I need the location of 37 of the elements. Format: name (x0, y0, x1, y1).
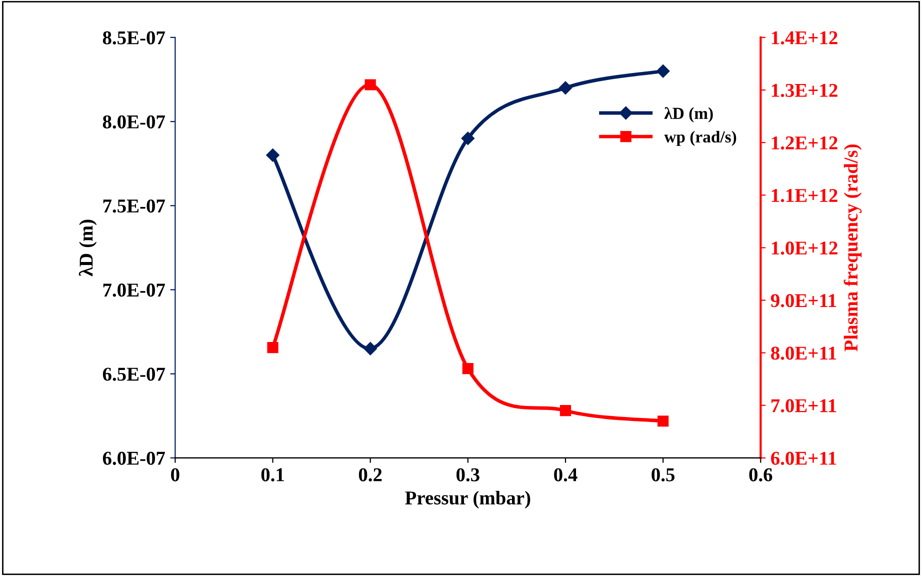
y2-axis-title: Plasma frequency (rad/s) (844, 144, 862, 352)
y-tick-label: 6.0E-07 (102, 452, 165, 465)
x-tick-label: 0.1 (261, 468, 284, 482)
point (558, 81, 572, 94)
x-tick-label: 0.3 (456, 468, 480, 482)
y-tick-label: 7.0E-07 (103, 284, 165, 297)
x-tick-label: 0 (171, 468, 180, 482)
y2-tick-label: 7.0E+11 (771, 399, 836, 412)
point (462, 363, 474, 374)
point (656, 64, 670, 78)
x-tick-label: 0.5 (652, 468, 675, 482)
point (658, 416, 669, 427)
x-tick-label: 0.6 (749, 468, 772, 482)
x-tick-label: 0.2 (358, 468, 382, 482)
point (267, 342, 278, 354)
y2-tick-label: 8.0E+11 (771, 346, 836, 360)
y2-tick-label: 9.0E+11 (770, 294, 836, 308)
y2-tick-label: 1.3E+12 (772, 84, 838, 98)
point (560, 405, 572, 416)
y-tick-label: 8.0E-07 (102, 115, 165, 129)
legend-label: λD (m) (664, 107, 713, 122)
y-tick-label: 6.5E-07 (102, 368, 165, 381)
y2-tick-label: 1.0E+12 (772, 241, 838, 255)
legend-label: wp (rad/s) (664, 130, 736, 146)
y2-tick-label: 1.2E+12 (772, 136, 838, 150)
y2-tick-label: 1.4E+12 (772, 31, 838, 44)
point (364, 79, 376, 90)
y-tick-label: 8.5E-07 (102, 31, 165, 44)
x-axis-title: Pressur (mbar) (405, 490, 530, 508)
y-axis-title: λD (m) (78, 220, 97, 276)
point (461, 132, 475, 145)
x-tick-label: 0.4 (554, 468, 578, 482)
point (364, 342, 377, 356)
y2-tick-label: 6.0E+11 (771, 452, 836, 465)
point (266, 148, 280, 162)
y-tick-label: 7.5E-07 (103, 199, 165, 213)
y2-tick-label: 1.1E+12 (772, 188, 838, 202)
